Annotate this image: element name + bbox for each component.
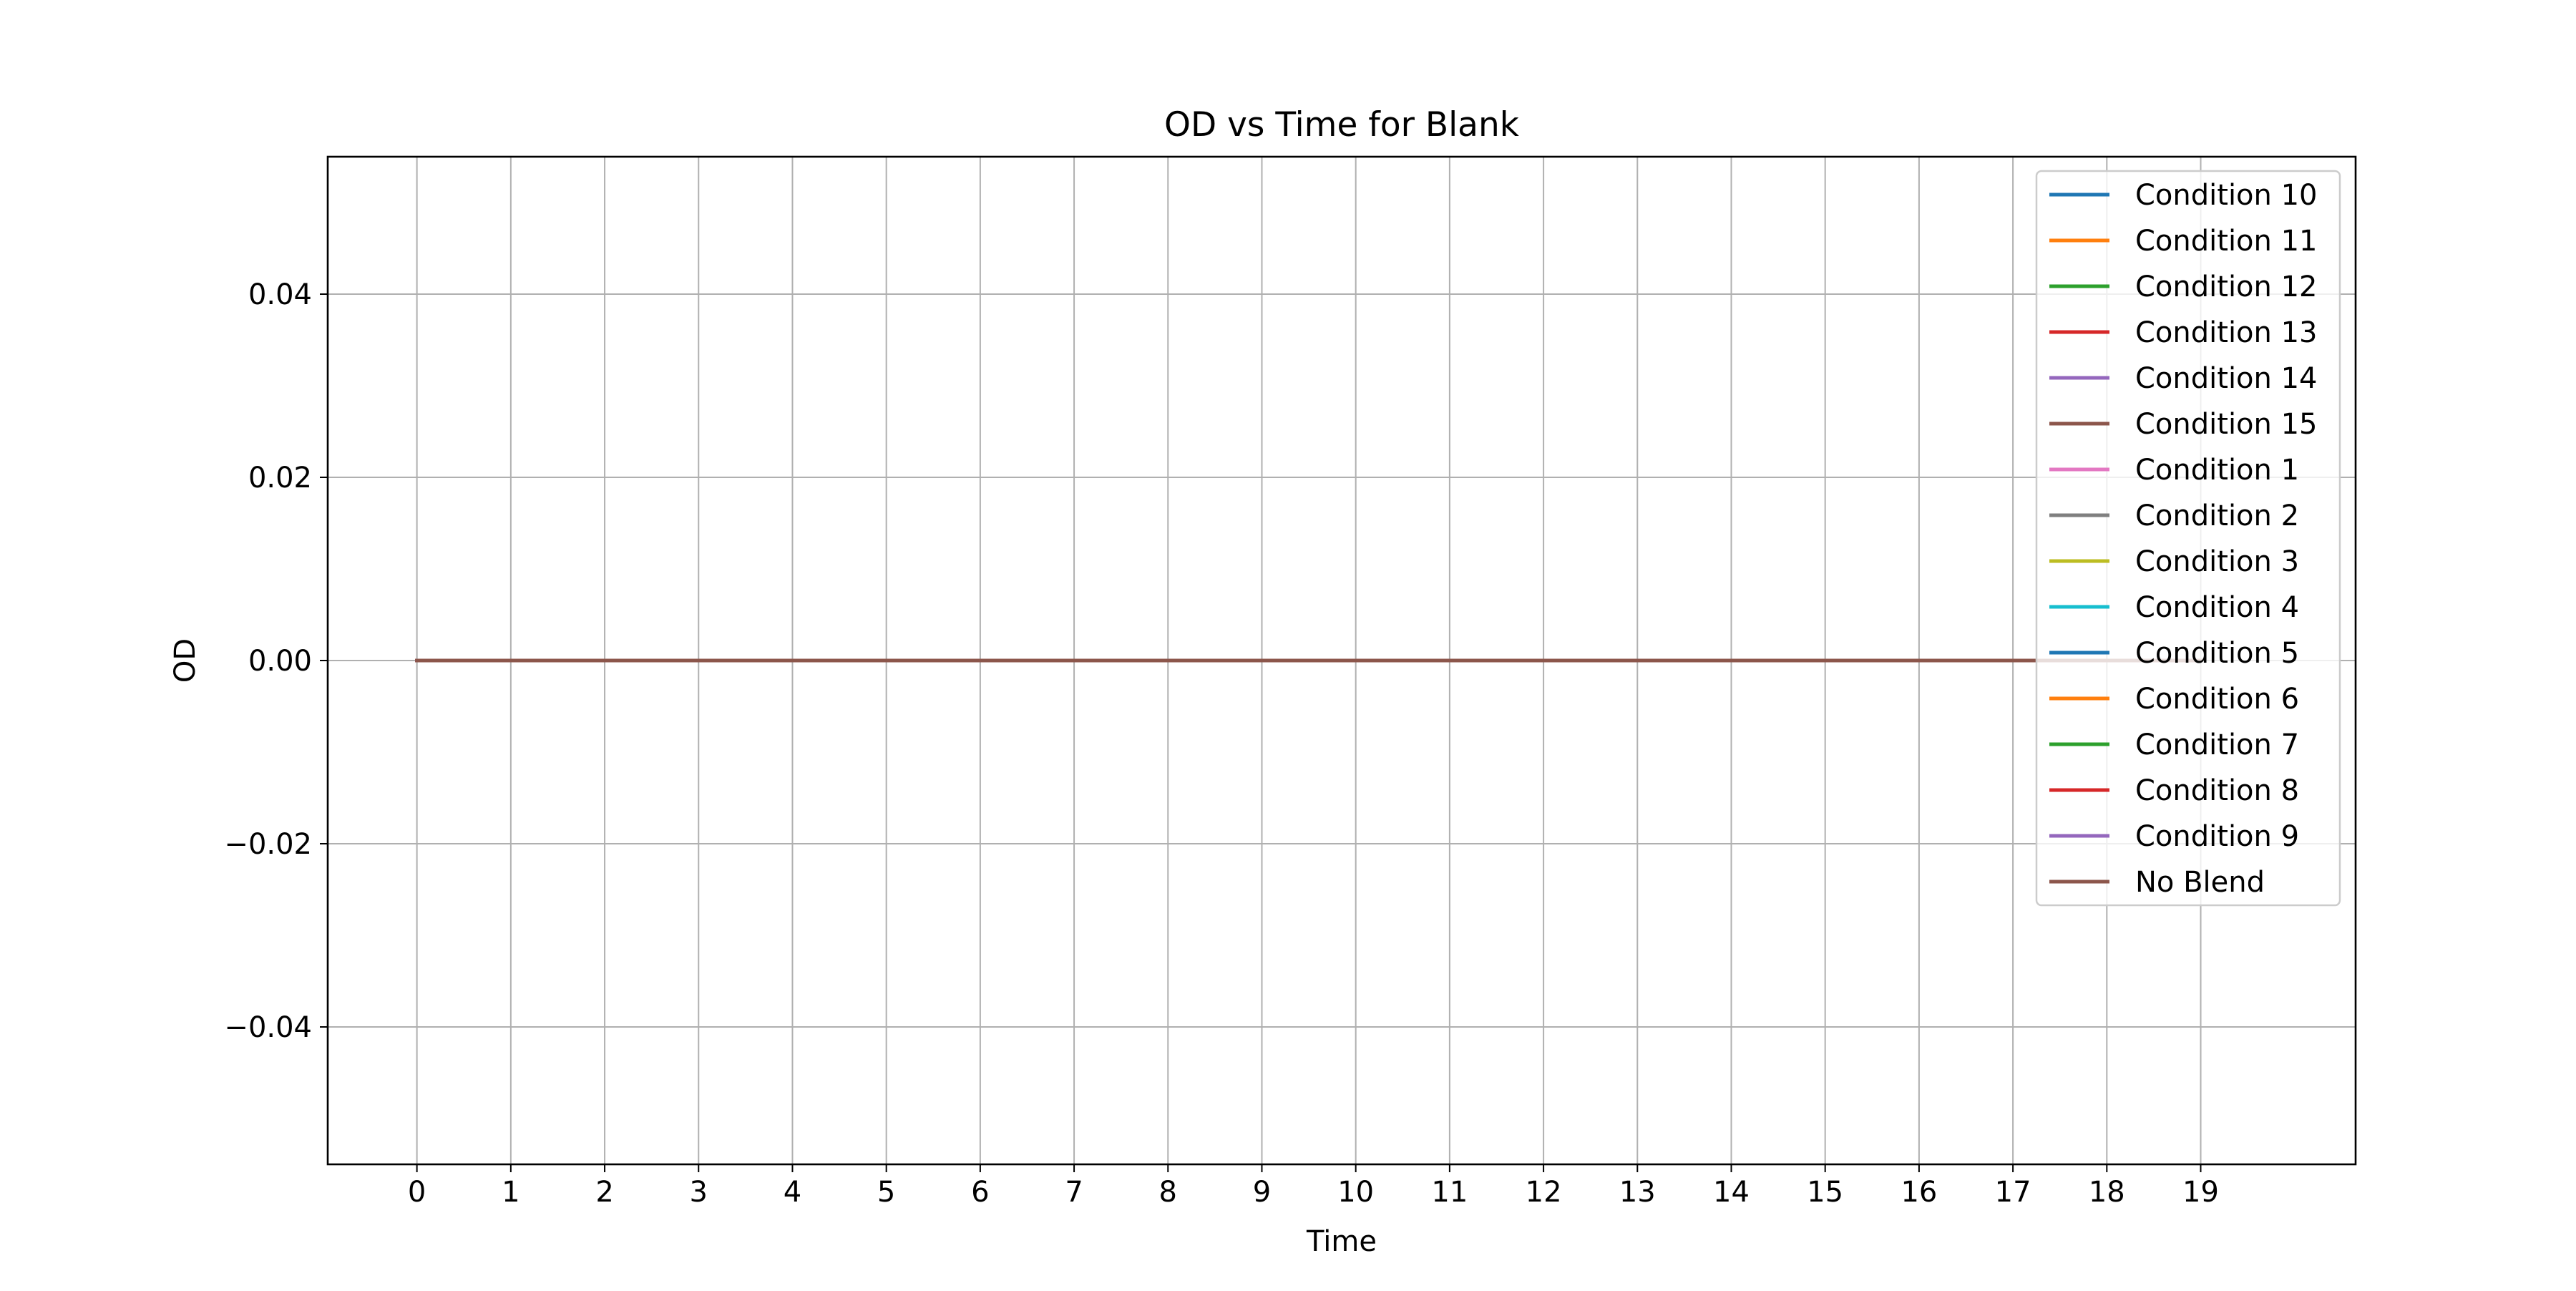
x-tick-label: 19 — [2182, 1176, 2219, 1209]
chart-title: OD vs Time for Blank — [1164, 105, 1520, 145]
legend-label: Condition 12 — [2135, 271, 2318, 303]
legend-label: Condition 6 — [2135, 683, 2299, 716]
legend-label: Condition 3 — [2135, 545, 2299, 578]
legend-label: Condition 5 — [2135, 637, 2299, 670]
legend-label: Condition 7 — [2135, 729, 2299, 761]
legend-label: Condition 11 — [2135, 225, 2318, 258]
x-tick-label: 10 — [1337, 1176, 1374, 1209]
axis-ticks: 0 1 2 3 4 5 6 7 8 9 10 11 12 13 14 15 16 17 18 190.040.020.… — [224, 278, 2219, 1209]
x-tick-label: 1 — [502, 1176, 519, 1209]
legend-label: Condition 9 — [2135, 820, 2299, 853]
x-tick-label: 18 — [2089, 1176, 2125, 1209]
x-tick-label: 9 — [1253, 1176, 1271, 1209]
x-tick-label: 7 — [1065, 1176, 1083, 1209]
legend-label: Condition 1 — [2135, 454, 2299, 487]
x-tick-label: 15 — [1807, 1176, 1843, 1209]
y-axis-label: OD — [169, 638, 202, 683]
x-tick-label: 5 — [877, 1176, 895, 1209]
legend: Condition 10 Condition 11 Condition 12 Cond… — [2035, 170, 2341, 907]
y-tick-label: 0.00 — [248, 645, 312, 678]
x-tick-label: 14 — [1713, 1176, 1750, 1209]
legend-label: Condition 4 — [2135, 591, 2299, 624]
x-tick-label: 4 — [784, 1176, 801, 1209]
legend-box — [2035, 170, 2341, 907]
x-tick-label: 0 — [408, 1176, 426, 1209]
legend-label: Condition 2 — [2135, 500, 2299, 532]
x-tick-label: 2 — [595, 1176, 613, 1209]
legend-label: Condition 15 — [2135, 408, 2318, 441]
x-tick-label: 12 — [1526, 1176, 1562, 1209]
x-tick-label: 6 — [971, 1176, 989, 1209]
y-tick-label: −0.02 — [224, 828, 312, 861]
y-tick-label: 0.04 — [248, 278, 312, 311]
legend-label: Condition 13 — [2135, 316, 2318, 349]
x-tick-label: 17 — [1995, 1176, 2031, 1209]
y-tick-label: 0.02 — [248, 462, 312, 495]
x-tick-label: 13 — [1619, 1176, 1656, 1209]
x-tick-label: 3 — [690, 1176, 708, 1209]
legend-label: Condition 10 — [2135, 179, 2318, 212]
x-axis-label: Time — [1306, 1225, 1377, 1258]
x-tick-label: 8 — [1159, 1176, 1177, 1209]
x-tick-label: 16 — [1901, 1176, 1937, 1209]
x-tick-label: 11 — [1431, 1176, 1468, 1209]
y-tick-label: −0.04 — [224, 1011, 312, 1044]
legend-label: Condition 14 — [2135, 362, 2318, 395]
legend-label: No Blend — [2135, 866, 2265, 899]
legend-label: Condition 8 — [2135, 774, 2299, 807]
